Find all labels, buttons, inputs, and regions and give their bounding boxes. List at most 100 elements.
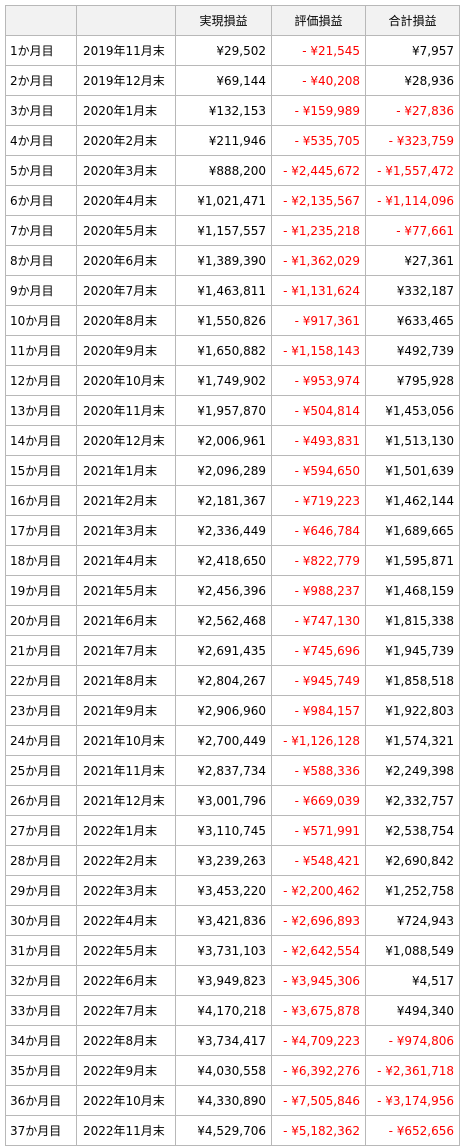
table-row: 27か月目 2022年1月末 ¥3,110,745- ¥571,991 ¥2,538,… [5, 815, 460, 846]
realized-cell: ¥29,502 [175, 35, 272, 66]
unrealized-cell: - ¥945,749 [271, 665, 366, 696]
table-row: 10か月目 2020年8月末 ¥1,550,826- ¥917,361 ¥633,46… [5, 305, 460, 336]
header-month [5, 5, 77, 36]
realized-cell: ¥1,389,390 [175, 245, 272, 276]
table-row: 1か月目 2019年11月末 ¥29,502- ¥21,545 ¥7,957 [5, 35, 460, 66]
realized-cell: ¥3,734,417 [175, 1025, 272, 1056]
month-cell: 24か月目 [5, 725, 77, 756]
date-cell: 2020年6月末 [76, 245, 176, 276]
total-cell: - ¥77,661 [365, 215, 460, 246]
date-cell: 2021年2月末 [76, 485, 176, 516]
total-cell: ¥7,957 [365, 35, 460, 66]
realized-cell: ¥3,949,823 [175, 965, 272, 996]
table-row: 34か月目 2022年8月末 ¥3,734,417- ¥4,709,223- ¥97… [5, 1025, 460, 1056]
table-row: 26か月目 2021年12月末 ¥3,001,796- ¥669,039 ¥2,332… [5, 785, 460, 816]
total-cell: ¥1,689,665 [365, 515, 460, 546]
table-row: 16か月目 2021年2月末 ¥2,181,367- ¥719,223 ¥1,462,… [5, 485, 460, 516]
table-body: 1か月目 2019年11月末 ¥29,502- ¥21,545 ¥7,957 2か月目 2… [5, 35, 460, 1146]
date-cell: 2020年1月末 [76, 95, 176, 126]
realized-cell: ¥3,453,220 [175, 875, 272, 906]
month-cell: 37か月目 [5, 1115, 77, 1146]
table-row: 35か月目 2022年9月末 ¥4,030,558- ¥6,392,276- ¥2,… [5, 1055, 460, 1086]
month-cell: 13か月目 [5, 395, 77, 426]
header-row: 実現損益 評価損益 合計損益 [5, 5, 460, 36]
unrealized-cell: - ¥646,784 [271, 515, 366, 546]
date-cell: 2022年1月末 [76, 815, 176, 846]
table-row: 29か月目 2022年3月末 ¥3,453,220- ¥2,200,462 ¥1,25… [5, 875, 460, 906]
total-cell: ¥332,187 [365, 275, 460, 306]
total-cell: ¥633,465 [365, 305, 460, 336]
month-cell: 23か月目 [5, 695, 77, 726]
date-cell: 2022年11月末 [76, 1115, 176, 1146]
table-row: 7か月目 2020年5月末 ¥1,157,557- ¥1,235,218- ¥77,… [5, 215, 460, 246]
realized-cell: ¥888,200 [175, 155, 272, 186]
month-cell: 12か月目 [5, 365, 77, 396]
realized-cell: ¥2,906,960 [175, 695, 272, 726]
month-cell: 2か月目 [5, 65, 77, 96]
total-cell: ¥1,945,739 [365, 635, 460, 666]
total-cell: ¥494,340 [365, 995, 460, 1026]
unrealized-cell: - ¥2,696,893 [271, 905, 366, 936]
total-cell: ¥28,936 [365, 65, 460, 96]
realized-cell: ¥211,946 [175, 125, 272, 156]
header-realized: 実現損益 [175, 5, 272, 36]
unrealized-cell: - ¥4,709,223 [271, 1025, 366, 1056]
month-cell: 20か月目 [5, 605, 77, 636]
table-row: 32か月目 2022年6月末 ¥3,949,823- ¥3,945,306 ¥4,51… [5, 965, 460, 996]
date-cell: 2020年5月末 [76, 215, 176, 246]
table-row: 21か月目 2021年7月末 ¥2,691,435- ¥745,696 ¥1,945,… [5, 635, 460, 666]
date-cell: 2022年4月末 [76, 905, 176, 936]
table-row: 5か月目 2020年3月末 ¥888,200- ¥2,445,672- ¥1,557… [5, 155, 460, 186]
table-row: 25か月目 2021年11月末 ¥2,837,734- ¥588,336 ¥2,249… [5, 755, 460, 786]
unrealized-cell: - ¥1,126,128 [271, 725, 366, 756]
realized-cell: ¥2,837,734 [175, 755, 272, 786]
total-cell: - ¥2,361,718 [365, 1055, 460, 1086]
realized-cell: ¥1,021,471 [175, 185, 272, 216]
realized-cell: ¥1,157,557 [175, 215, 272, 246]
table-row: 23か月目 2021年9月末 ¥2,906,960- ¥984,157 ¥1,922,… [5, 695, 460, 726]
unrealized-cell: - ¥6,392,276 [271, 1055, 366, 1086]
unrealized-cell: - ¥917,361 [271, 305, 366, 336]
unrealized-cell: - ¥588,336 [271, 755, 366, 786]
table-row: 31か月目 2022年5月末 ¥3,731,103- ¥2,642,554 ¥1,08… [5, 935, 460, 966]
realized-cell: ¥3,731,103 [175, 935, 272, 966]
date-cell: 2022年10月末 [76, 1085, 176, 1116]
month-cell: 22か月目 [5, 665, 77, 696]
month-cell: 21か月目 [5, 635, 77, 666]
realized-cell: ¥4,030,558 [175, 1055, 272, 1086]
unrealized-cell: - ¥3,675,878 [271, 995, 366, 1026]
table-row: 12か月目 2020年10月末 ¥1,749,902- ¥953,974 ¥795,9… [5, 365, 460, 396]
date-cell: 2021年7月末 [76, 635, 176, 666]
unrealized-cell: - ¥1,158,143 [271, 335, 366, 366]
unrealized-cell: - ¥1,362,029 [271, 245, 366, 276]
total-cell: - ¥1,557,472 [365, 155, 460, 186]
total-cell: - ¥27,836 [365, 95, 460, 126]
total-cell: ¥1,858,518 [365, 665, 460, 696]
month-cell: 14か月目 [5, 425, 77, 456]
unrealized-cell: - ¥822,779 [271, 545, 366, 576]
unrealized-cell: - ¥2,135,567 [271, 185, 366, 216]
date-cell: 2021年11月末 [76, 755, 176, 786]
total-cell: - ¥3,174,956 [365, 1085, 460, 1116]
date-cell: 2020年12月末 [76, 425, 176, 456]
date-cell: 2021年4月末 [76, 545, 176, 576]
unrealized-cell: - ¥21,545 [271, 35, 366, 66]
unrealized-cell: - ¥535,705 [271, 125, 366, 156]
unrealized-cell: - ¥747,130 [271, 605, 366, 636]
unrealized-cell: - ¥504,814 [271, 395, 366, 426]
date-cell: 2019年12月末 [76, 65, 176, 96]
month-cell: 3か月目 [5, 95, 77, 126]
realized-cell: ¥4,330,890 [175, 1085, 272, 1116]
unrealized-cell: - ¥719,223 [271, 485, 366, 516]
table-row: 28か月目 2022年2月末 ¥3,239,263- ¥548,421 ¥2,690,… [5, 845, 460, 876]
unrealized-cell: - ¥493,831 [271, 425, 366, 456]
realized-cell: ¥2,700,449 [175, 725, 272, 756]
table-row: 6か月目 2020年4月末 ¥1,021,471- ¥2,135,567- ¥1,1… [5, 185, 460, 216]
table-row: 4か月目 2020年2月末 ¥211,946- ¥535,705- ¥323,759 [5, 125, 460, 156]
total-cell: ¥795,928 [365, 365, 460, 396]
date-cell: 2020年3月末 [76, 155, 176, 186]
realized-cell: ¥3,001,796 [175, 785, 272, 816]
total-cell: - ¥974,806 [365, 1025, 460, 1056]
unrealized-cell: - ¥669,039 [271, 785, 366, 816]
month-cell: 5か月目 [5, 155, 77, 186]
